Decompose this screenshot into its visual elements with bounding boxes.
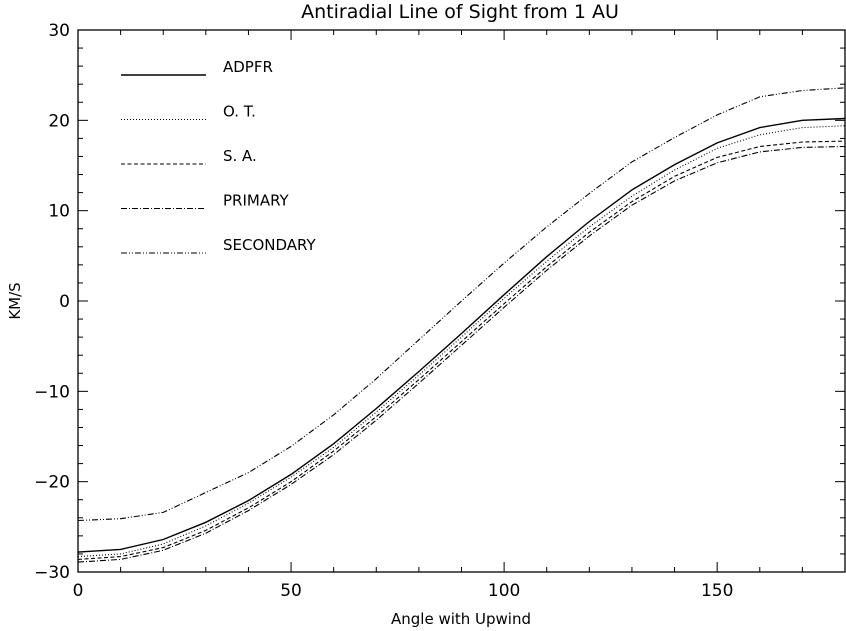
- chart-title: Antiradial Line of Sight from 1 AU: [301, 1, 619, 23]
- y-tick-label: 10: [48, 202, 70, 222]
- x-tick-label: 150: [701, 581, 733, 601]
- y-tick-label: 20: [48, 111, 70, 131]
- legend: ADPFR O. T. S. A. PRIMARY SECONDARY: [121, 58, 317, 254]
- legend-label-s-a: S. A.: [223, 147, 257, 165]
- plot-frame: [77, 29, 846, 573]
- series-line-o-t: [77, 125, 846, 558]
- y-tick-label: −30: [34, 563, 70, 583]
- series-line-primary: [77, 145, 846, 563]
- y-tick-label: −10: [34, 382, 70, 402]
- y-tick-labels: −30 −20 −10 0 10 20 30: [34, 21, 70, 583]
- series-line-secondary: [77, 87, 846, 522]
- series-line-adpfr: [77, 117, 846, 553]
- y-tick-label: 30: [48, 21, 70, 41]
- x-tick-labels: 0 50 100 150: [73, 581, 734, 601]
- x-axis-label: Angle with Upwind: [391, 610, 531, 628]
- y-axis-label: KM/S: [6, 282, 24, 319]
- y-tick-label: 0: [59, 292, 70, 312]
- legend-label-adpfr: ADPFR: [223, 58, 273, 76]
- legend-label-secondary: SECONDARY: [223, 236, 317, 254]
- axis-ticks: [77, 29, 846, 573]
- legend-label-o-t: O. T.: [223, 103, 256, 121]
- x-tick-label: 0: [73, 581, 84, 601]
- series-line-s-a: [77, 140, 846, 560]
- x-tick-label: 100: [488, 581, 520, 601]
- y-tick-label: −20: [34, 473, 70, 493]
- x-tick-label: 50: [280, 581, 302, 601]
- legend-label-primary: PRIMARY: [223, 192, 290, 210]
- series-lines: [77, 87, 846, 563]
